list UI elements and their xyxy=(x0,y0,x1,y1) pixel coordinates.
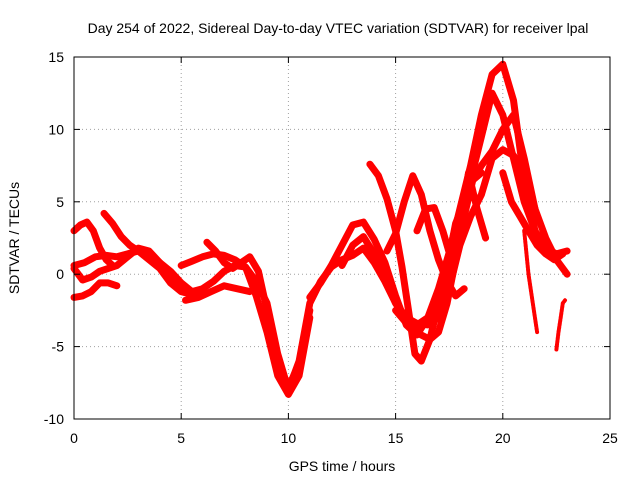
y-axis-label: SDTVAR / TECUs xyxy=(6,182,22,294)
series-pass-1 xyxy=(70,218,117,269)
series-pass-17 xyxy=(554,298,567,352)
plot-frame xyxy=(73,56,611,420)
series-pass-9 xyxy=(306,60,539,339)
x-tick-label: 0 xyxy=(70,430,78,446)
x-tick-label: 5 xyxy=(177,430,185,446)
data-series xyxy=(70,60,571,398)
series-pass-8 xyxy=(203,238,314,391)
series-pass-16 xyxy=(522,228,540,335)
y-tick-label: 5 xyxy=(56,194,64,210)
x-tick-label: 25 xyxy=(602,430,618,446)
y-tick-label: 0 xyxy=(56,266,64,282)
series-pass-5 xyxy=(100,209,207,298)
series-pass-14 xyxy=(413,169,490,264)
series-pass-15 xyxy=(499,169,567,264)
series-pass-6 xyxy=(177,250,314,398)
series-pass-7 xyxy=(182,282,254,304)
y-tick-label: -10 xyxy=(44,411,64,427)
series-pass-2 xyxy=(70,279,121,301)
x-axis-label: GPS time / hours xyxy=(289,458,396,474)
y-tick-label: -5 xyxy=(52,339,65,355)
series-pass-4 xyxy=(70,244,185,290)
series-pass-3 xyxy=(70,146,571,394)
x-tick-label: 10 xyxy=(281,430,297,446)
axis-ticks: 0 5 10 15 20 25 -10 -5 0 5 10 15 xyxy=(44,49,618,446)
x-tick-label: 20 xyxy=(495,430,511,446)
y-tick-label: 10 xyxy=(48,121,64,137)
y-tick-label: 15 xyxy=(48,49,64,65)
chart-title: Day 254 of 2022, Sidereal Day-to-day VTE… xyxy=(88,20,589,36)
x-tick-label: 15 xyxy=(388,430,404,446)
